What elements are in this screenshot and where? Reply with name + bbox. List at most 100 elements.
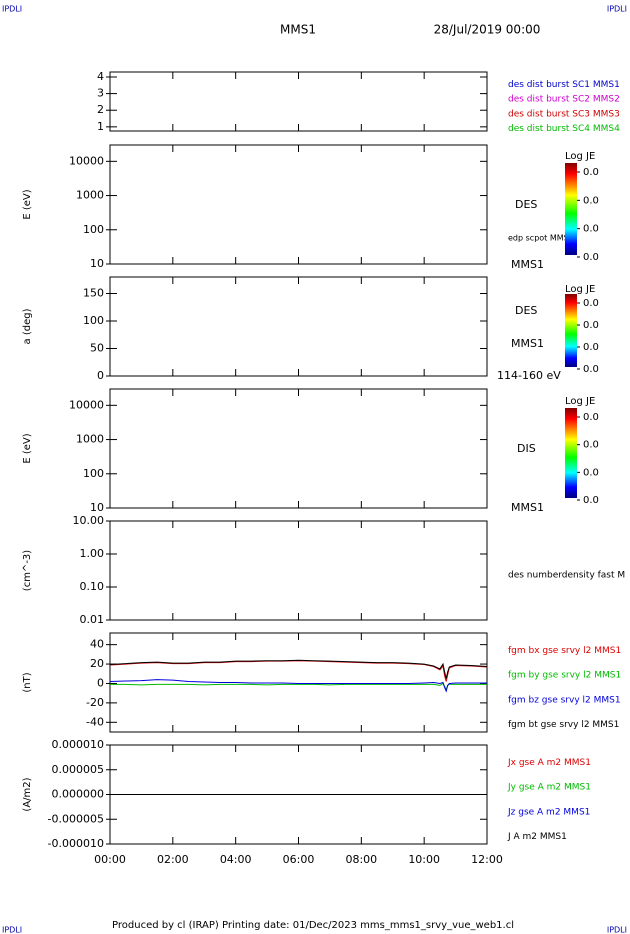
y-tick-label: 0.01 bbox=[80, 613, 105, 626]
x-tick-label: 04:00 bbox=[220, 853, 252, 866]
data-line bbox=[109, 679, 487, 693]
plot-frame bbox=[109, 71, 488, 132]
x-tick-label: 08:00 bbox=[345, 853, 377, 866]
y-tick-label: -20 bbox=[86, 696, 104, 709]
y-axis-label: (A/m2) bbox=[22, 777, 33, 811]
colorbar-tick-label: 0.0 bbox=[583, 195, 599, 206]
corner-label: IPDLI bbox=[607, 926, 627, 934]
y-tick-label: 0.000005 bbox=[52, 763, 105, 776]
y-tick-label: -0.000005 bbox=[48, 812, 104, 825]
x-tick-label: 10:00 bbox=[408, 853, 440, 866]
y-axis-label: (cm^-3) bbox=[22, 550, 33, 591]
colorbar-tick-label: 0.0 bbox=[583, 467, 599, 478]
plot-frame bbox=[109, 388, 488, 509]
annotation: 114-160 eV bbox=[497, 369, 561, 382]
footer: Produced by cl (IRAP) Printing date: 01/… bbox=[112, 920, 514, 931]
annotation: MMS1 bbox=[511, 258, 544, 271]
colorbar-label: Log JE bbox=[565, 151, 595, 162]
x-tick-label: 02:00 bbox=[157, 853, 189, 866]
legend-label: fgm bx gse srvy l2 MMS1 bbox=[508, 646, 621, 656]
y-tick-label: 20 bbox=[90, 657, 104, 670]
plot-frame bbox=[109, 144, 488, 265]
legend-label: des dist burst SC4 MMS4 bbox=[508, 124, 620, 134]
y-tick-label: 100 bbox=[83, 467, 104, 480]
colorbar-tick-label: 0.0 bbox=[583, 495, 599, 506]
corner-label: IPDLI bbox=[607, 5, 627, 14]
colorbar-label: Log JE bbox=[565, 284, 595, 295]
y-tick-label: 1000 bbox=[76, 189, 104, 202]
y-tick-label: 40 bbox=[90, 638, 104, 651]
annotation: des numberdensity fast M bbox=[508, 571, 625, 581]
date: 28/Jul/2019 00:00 bbox=[434, 23, 541, 37]
data-line bbox=[109, 660, 488, 682]
colorbar-tick-label: 0.0 bbox=[583, 167, 599, 178]
y-tick-label: 4 bbox=[97, 70, 104, 83]
legend-label: des dist burst SC2 MMS2 bbox=[508, 95, 620, 105]
legend-label: fgm bz gse srvy l2 MMS1 bbox=[508, 695, 621, 705]
colorbar-tick-label: 0.0 bbox=[583, 342, 599, 353]
y-tick-label: -40 bbox=[86, 715, 104, 728]
corner-label: IPDLI bbox=[2, 926, 22, 934]
y-tick-label: 10.00 bbox=[73, 514, 105, 527]
colorbar-tick-label: 0.0 bbox=[583, 298, 599, 309]
annotation: DIS bbox=[517, 442, 536, 455]
y-tick-label: 100 bbox=[83, 223, 104, 236]
y-tick-label: 10 bbox=[90, 501, 104, 514]
x-tick-label: 06:00 bbox=[283, 853, 315, 866]
legend-label: des dist burst SC3 MMS3 bbox=[508, 109, 620, 119]
annotation: DES bbox=[515, 198, 537, 211]
y-tick-label: 10 bbox=[90, 257, 104, 270]
legend-label: fgm bt gse srvy l2 MMS1 bbox=[508, 720, 619, 730]
colorbar bbox=[565, 408, 577, 498]
y-axis-label: E (eV) bbox=[22, 189, 33, 219]
y-tick-label: 0 bbox=[97, 369, 104, 382]
y-axis-label: a (deg) bbox=[22, 308, 33, 344]
y-tick-label: 2 bbox=[97, 103, 104, 116]
y-tick-label: -0.000010 bbox=[48, 837, 104, 850]
x-tick-label: 12:00 bbox=[471, 853, 503, 866]
legend-label: des dist burst SC1 MMS1 bbox=[508, 80, 620, 90]
legend-label: Jx gse A m2 MMS1 bbox=[507, 758, 591, 768]
corner-label: IPDLI bbox=[2, 5, 22, 14]
legend-label: Jy gse A m2 MMS1 bbox=[507, 783, 591, 793]
chart-title: MMS1 bbox=[280, 23, 316, 37]
annotation: MMS1 bbox=[511, 337, 544, 350]
y-tick-label: 100 bbox=[83, 314, 104, 327]
colorbar-tick-label: 0.0 bbox=[583, 320, 599, 331]
annotation: MMS1 bbox=[511, 501, 544, 514]
y-tick-label: 0 bbox=[97, 676, 104, 689]
y-tick-label: 10000 bbox=[69, 154, 104, 167]
colorbar-tick-label: 0.0 bbox=[583, 252, 599, 263]
colorbar bbox=[565, 294, 577, 367]
y-axis-label: (nT) bbox=[22, 672, 33, 692]
y-tick-label: 0.000010 bbox=[52, 738, 105, 751]
data-line bbox=[109, 659, 488, 679]
plot-frame bbox=[109, 276, 488, 377]
y-tick-label: 10000 bbox=[69, 398, 104, 411]
colorbar-tick-label: 0.0 bbox=[583, 364, 599, 375]
legend-label: Jz gse A m2 MMS1 bbox=[507, 807, 590, 817]
y-tick-label: 3 bbox=[97, 87, 104, 100]
colorbar-tick-label: 0.0 bbox=[583, 224, 599, 235]
y-tick-label: 50 bbox=[90, 342, 104, 355]
y-tick-label: 0.000000 bbox=[52, 788, 105, 801]
y-axis-label: E (eV) bbox=[22, 433, 33, 463]
data-line bbox=[110, 682, 487, 691]
plot-frame bbox=[109, 520, 488, 621]
y-tick-label: 150 bbox=[83, 287, 104, 300]
legend-label: fgm by gse srvy l2 MMS1 bbox=[508, 671, 621, 681]
y-tick-label: 1000 bbox=[76, 433, 104, 446]
annotation: edp scpot MMS1 bbox=[508, 234, 574, 243]
annotation: DES bbox=[515, 304, 537, 317]
colorbar-tick-label: 0.0 bbox=[583, 412, 599, 423]
legend-label: J A m2 MMS1 bbox=[507, 832, 567, 842]
y-tick-label: 1 bbox=[97, 120, 104, 133]
y-tick-label: 1.00 bbox=[80, 547, 105, 560]
colorbar bbox=[565, 163, 577, 255]
y-tick-label: 0.10 bbox=[80, 580, 105, 593]
x-tick-label: 00:00 bbox=[94, 853, 126, 866]
colorbar-label: Log JE bbox=[565, 396, 595, 407]
colorbar-tick-label: 0.0 bbox=[583, 440, 599, 451]
